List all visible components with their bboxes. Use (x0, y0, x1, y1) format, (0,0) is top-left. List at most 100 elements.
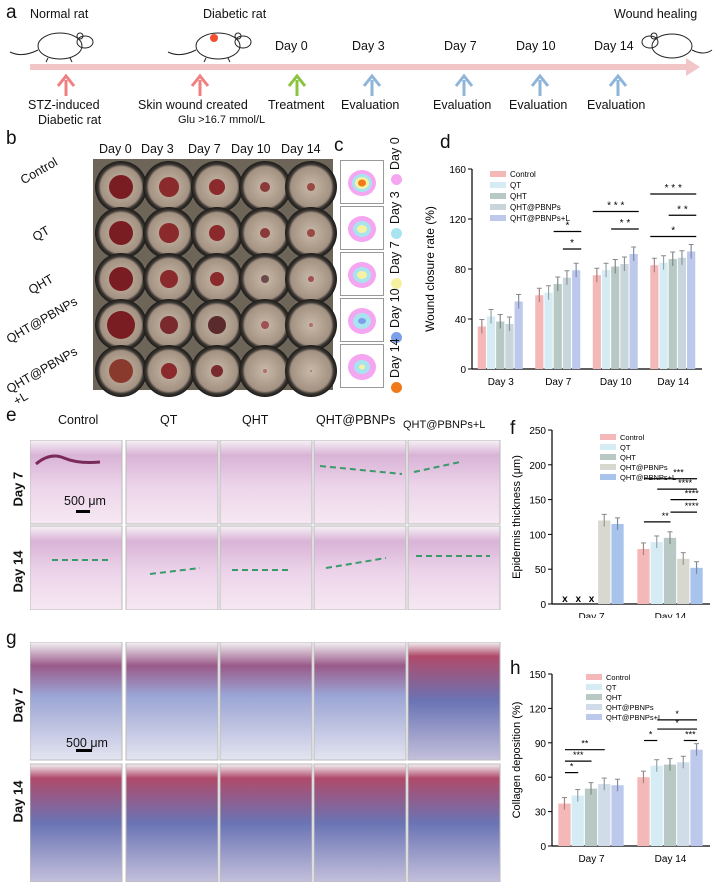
x-tick-label: Day 14 (655, 854, 687, 865)
missing-mark: x (562, 594, 568, 605)
legend-swatch (600, 464, 616, 470)
wound-photo (95, 345, 147, 397)
wound-photo (239, 253, 291, 305)
normal-rat-icon (9, 32, 94, 63)
timeline-day7: Day 7 (444, 39, 477, 53)
wound-photo (191, 299, 243, 351)
legend-day0: Day 0 (388, 137, 402, 170)
wound-trace (340, 206, 384, 250)
legend-swatch (490, 204, 506, 210)
bar (562, 277, 572, 369)
significance-label: * * (677, 204, 688, 215)
bar (637, 549, 650, 604)
y-tick-label: 90 (535, 739, 547, 750)
legend-label: QHT@PBNPs+L (510, 214, 570, 223)
y-tick-label: 40 (455, 315, 467, 326)
bar (629, 254, 638, 369)
bar (663, 764, 677, 846)
legend-label: QHT (510, 192, 527, 201)
bar (677, 257, 687, 369)
timeline-day0: Day 0 (275, 39, 308, 53)
e-col-qt: QT (160, 413, 178, 427)
bar (486, 316, 496, 369)
legend-swatch (490, 182, 506, 188)
wound-photo (239, 345, 291, 397)
legend-swatch (600, 454, 616, 460)
significance-label: * (565, 221, 569, 232)
bar (668, 259, 677, 369)
wound-photo (191, 207, 243, 259)
wound-trace (340, 344, 384, 388)
significance-label: ** (662, 511, 670, 521)
arrow-day14 (608, 73, 628, 96)
panel-label-e: e (6, 405, 17, 426)
bar (690, 749, 703, 846)
wound-healing-label: Wound healing (614, 7, 698, 21)
bar (650, 265, 659, 369)
legend-dot-day14 (391, 382, 402, 393)
bar (592, 275, 601, 369)
wound-photo (239, 207, 291, 259)
missing-mark: x (589, 594, 595, 605)
timeline-day10: Day 10 (516, 39, 556, 53)
legend-label: QHT@PBNPs (510, 203, 561, 212)
diabetic-rat-label: Diabetic rat (203, 7, 267, 21)
legend-swatch (600, 444, 616, 450)
significance-label: * (649, 730, 653, 740)
bar (544, 292, 553, 369)
y-tick-label: 120 (449, 215, 466, 226)
significance-label: * (671, 226, 675, 237)
wound-closure-chart: 0 40 80 120 160 Wound closure rate (%) Day 3 Da… (423, 165, 702, 388)
wound-photo (95, 161, 147, 213)
y-tick-label: 60 (535, 773, 547, 784)
wound-photo (143, 299, 195, 351)
legend-day7: Day 7 (388, 241, 402, 274)
legend-label: Control (620, 433, 645, 442)
panel-label-a: a (6, 2, 17, 23)
bar (598, 520, 611, 604)
x-tick-label: Day 7 (545, 377, 572, 388)
bar (650, 542, 663, 604)
e-col-qht: QHT (242, 413, 269, 427)
step-diabetic-rat: Diabetic rat (38, 113, 102, 127)
wound-trace-column (340, 160, 384, 388)
wound-photo (95, 299, 147, 351)
wound-photo (285, 161, 337, 213)
step-evaluation-4: Evaluation (587, 98, 646, 112)
significance-label: **** (678, 478, 693, 488)
y-axis-label: Epidermis thickness (μm) (511, 455, 523, 579)
bar (553, 284, 562, 369)
bar (663, 537, 677, 604)
legend-label: QT (606, 683, 617, 692)
b-row-qht-pbnps-l: QHT@PBNPs +L (4, 344, 80, 409)
significance-label: * * * (665, 183, 682, 194)
timeline-day3: Day 3 (352, 39, 385, 53)
timeline-graphic (9, 32, 713, 96)
significance-label: *** (573, 750, 584, 760)
bar (558, 803, 571, 846)
wound-photo (143, 161, 195, 213)
wound-photo (239, 299, 291, 351)
e-row-day7: Day 7 (10, 471, 26, 507)
legend-label: QHT (606, 693, 622, 702)
legend-dot-day7 (391, 278, 402, 289)
y-tick-label: 0 (540, 600, 546, 611)
bar (659, 262, 668, 369)
e-col-control: Control (58, 413, 99, 427)
arrow-treatment (287, 73, 307, 96)
arrow-day7 (454, 73, 474, 96)
wound-photo (95, 207, 147, 259)
legend-swatch (586, 674, 602, 680)
bar (477, 326, 486, 369)
legend-label: QHT@PBNPs (606, 703, 654, 712)
bar (677, 558, 690, 604)
bar (677, 762, 690, 846)
x-tick-label: Day 7 (578, 612, 605, 618)
wound-photo (143, 253, 195, 305)
diabetic-rat-icon (167, 32, 252, 63)
legend-dot-day10 (391, 332, 402, 343)
y-tick-label: 250 (529, 426, 546, 437)
g-row-day7: Day 7 (10, 687, 26, 723)
bar (571, 795, 584, 846)
e-col-qht-pbnps-l: QHT@PBNPs+L (403, 419, 486, 431)
